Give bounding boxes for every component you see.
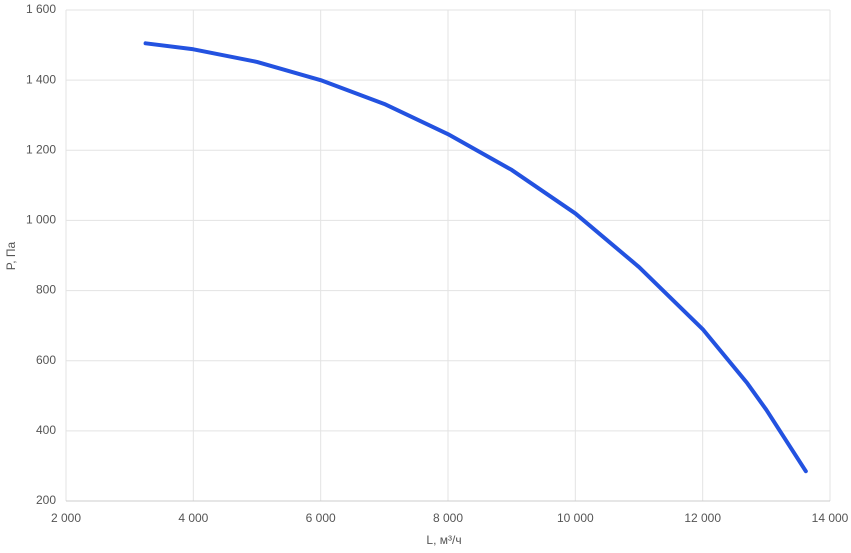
x-tick-label: 12 000 [684,511,721,525]
y-tick-label: 1 400 [26,72,56,86]
y-axis-title: P, Па [4,241,18,270]
y-tick-label: 600 [36,353,56,367]
x-tick-label: 4 000 [178,511,208,525]
line-series [143,41,808,474]
x-tick-label: 14 000 [812,511,849,525]
x-tick-label: 10 000 [557,511,594,525]
x-axis-title: L, м³/ч [426,533,461,547]
x-tick-label: 6 000 [306,511,336,525]
y-tick-label: 200 [36,493,56,507]
y-tick-label: 1 600 [26,2,56,16]
x-tick-label: 8 000 [433,511,463,525]
y-tick-label: 1 200 [26,142,56,156]
y-tick-label: 400 [36,423,56,437]
y-tick-label: 800 [36,283,56,297]
x-tick-label: 2 000 [51,511,81,525]
y-tick-label: 1 000 [26,213,56,227]
